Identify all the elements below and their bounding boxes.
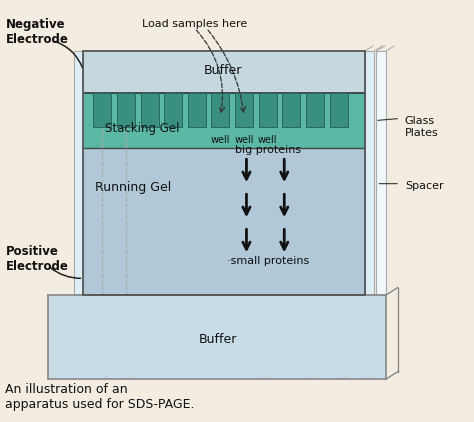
Bar: [164, 93, 182, 127]
Text: big proteins: big proteins: [235, 145, 301, 155]
Text: Glass
Plates: Glass Plates: [405, 116, 438, 138]
Text: well: well: [234, 135, 254, 145]
Text: Load samples here: Load samples here: [143, 19, 248, 29]
Bar: [211, 93, 229, 127]
Text: ·small proteins: ·small proteins: [227, 257, 309, 266]
Text: well: well: [258, 135, 277, 145]
Bar: [74, 51, 83, 295]
Text: Buffer: Buffer: [199, 333, 237, 346]
Text: Stacking Gel: Stacking Gel: [105, 122, 179, 135]
Bar: [117, 93, 135, 127]
Bar: [48, 295, 386, 379]
Bar: [83, 148, 365, 295]
Bar: [83, 93, 365, 148]
Text: Running Gel: Running Gel: [95, 181, 172, 195]
Bar: [306, 93, 324, 127]
Text: Spacer: Spacer: [405, 181, 443, 191]
Bar: [83, 51, 365, 295]
Text: An illustration of an
apparatus used for SDS-PAGE.: An illustration of an apparatus used for…: [5, 384, 195, 411]
Bar: [259, 93, 277, 127]
Text: Positive
Electrode: Positive Electrode: [5, 245, 68, 273]
Bar: [93, 93, 111, 127]
Bar: [235, 93, 253, 127]
Bar: [83, 51, 365, 93]
Bar: [188, 93, 206, 127]
Bar: [329, 93, 347, 127]
Bar: [141, 93, 158, 127]
Text: Negative
Electrode: Negative Electrode: [5, 18, 68, 46]
Text: well: well: [211, 135, 230, 145]
Bar: [283, 93, 301, 127]
Bar: [376, 51, 386, 295]
Text: Buffer: Buffer: [204, 64, 242, 77]
Bar: [365, 51, 374, 295]
